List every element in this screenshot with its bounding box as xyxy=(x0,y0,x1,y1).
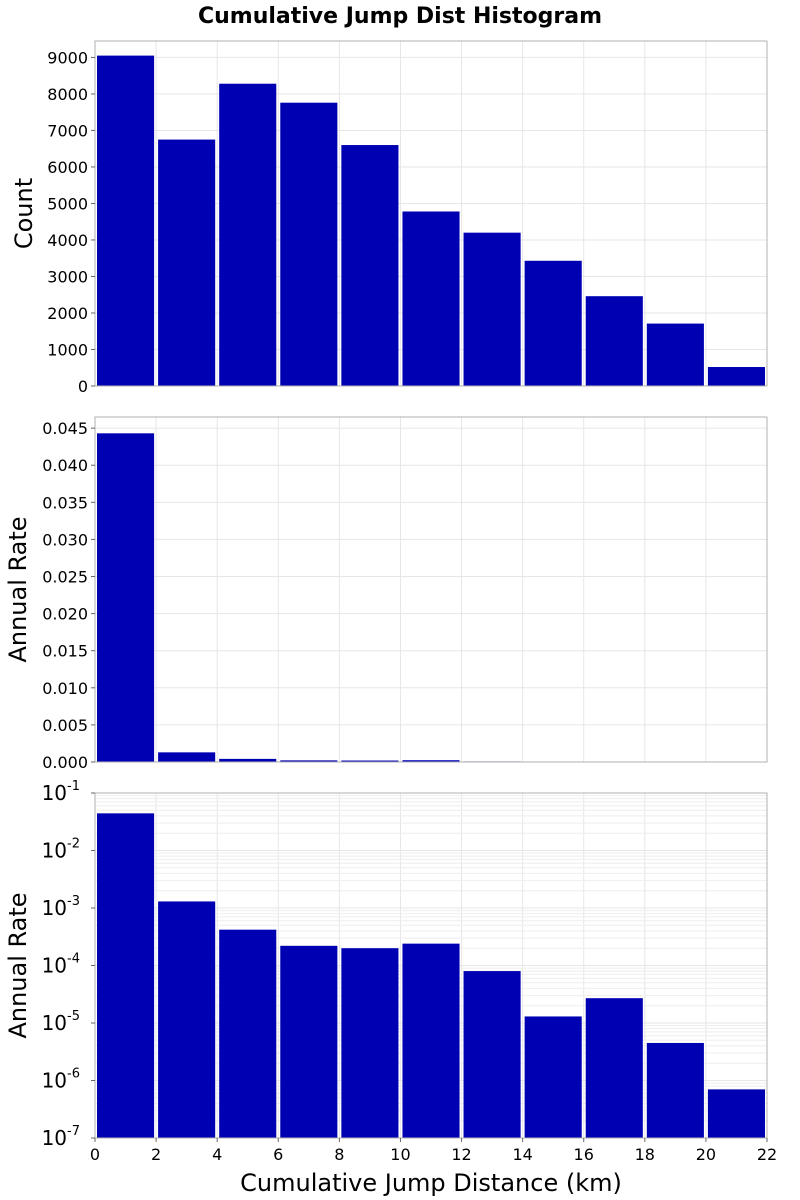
bar-7 xyxy=(463,971,521,1138)
bar-2 xyxy=(158,139,216,386)
bar-8 xyxy=(524,1016,582,1138)
x-tick-label: 20 xyxy=(696,1145,716,1164)
x-tick-label: 18 xyxy=(635,1145,655,1164)
y-tick-label: 0.030 xyxy=(42,530,88,549)
y-tick-label: 0.025 xyxy=(42,568,88,587)
y-tick-label: 10-3 xyxy=(42,894,80,920)
y-tick-label: 5000 xyxy=(47,194,88,213)
y-tick-label: 0.000 xyxy=(42,753,88,772)
plot-frame xyxy=(94,416,768,763)
bar-3 xyxy=(219,929,277,1138)
bar-10 xyxy=(646,1042,704,1138)
bar-1 xyxy=(97,55,155,386)
bar-6 xyxy=(402,760,460,762)
y-tick-label: 2000 xyxy=(47,304,88,323)
bar-2 xyxy=(158,752,216,762)
bar-7 xyxy=(463,232,521,386)
bar-5 xyxy=(341,760,399,762)
bar-3 xyxy=(219,83,277,386)
bar-10 xyxy=(646,323,704,386)
x-tick-label: 22 xyxy=(757,1145,777,1164)
bar-1 xyxy=(97,433,155,762)
y-tick-label: 0.015 xyxy=(42,642,88,661)
bar-9 xyxy=(585,998,643,1138)
bar-3 xyxy=(219,758,277,762)
bar-9 xyxy=(585,296,643,386)
y-tick-label: 0.020 xyxy=(42,605,88,624)
y-tick-label: 6000 xyxy=(47,158,88,177)
x-tick-label: 8 xyxy=(334,1145,344,1164)
x-tick-label: 16 xyxy=(574,1145,594,1164)
y-tick-label: 9000 xyxy=(47,48,88,67)
x-tick-label: 0 xyxy=(90,1145,100,1164)
y-tick-label: 8000 xyxy=(47,85,88,104)
y-axis-label: Annual Rate xyxy=(4,516,32,662)
bar-11 xyxy=(707,1089,765,1138)
panel-1: 0 1000 2000 3000 4000 5000 6000 7000 8000 9000 Cou… xyxy=(10,40,768,396)
bar-6 xyxy=(402,943,460,1138)
y-tick-label: 0.010 xyxy=(42,679,88,698)
y-tick-label: 4000 xyxy=(47,231,88,250)
x-tick-label: 2 xyxy=(151,1145,161,1164)
y-tick-label: 0.005 xyxy=(42,716,88,735)
y-axis-label: Annual Rate xyxy=(4,892,32,1038)
chart-title: Cumulative Jump Dist Histogram xyxy=(198,4,602,29)
x-axis-label: Cumulative Jump Distance (km) xyxy=(240,1169,622,1197)
bar-1 xyxy=(97,813,155,1138)
x-tick-label: 14 xyxy=(512,1145,532,1164)
y-tick-label: 0.035 xyxy=(42,493,88,512)
y-tick-label: 7000 xyxy=(47,121,88,140)
bar-5 xyxy=(341,948,399,1138)
y-tick-label: 10-4 xyxy=(42,952,80,978)
y-axis-label: Count xyxy=(10,178,38,249)
x-tick-label: 6 xyxy=(273,1145,283,1164)
bar-4 xyxy=(280,102,338,386)
bar-5 xyxy=(341,145,399,386)
bar-11 xyxy=(707,367,765,386)
panels-layer: 0 1000 2000 3000 4000 5000 6000 7000 8000 9000 Cou… xyxy=(4,40,777,1164)
bar-2 xyxy=(158,901,216,1138)
x-tick-label: 4 xyxy=(212,1145,222,1164)
y-tick-label: 0.045 xyxy=(42,419,88,438)
plot-frame xyxy=(94,40,768,387)
y-tick-label: 10-7 xyxy=(42,1124,80,1150)
x-tick-label: 10 xyxy=(390,1145,410,1164)
x-tick-label: 12 xyxy=(451,1145,471,1164)
y-tick-label: 1000 xyxy=(47,340,88,359)
y-tick-label: 10-2 xyxy=(42,837,80,863)
panel-2: 0.000 0.005 0.010 0.015 0.020 0.025 0.030 0.035… xyxy=(4,416,768,772)
bar-4 xyxy=(280,945,338,1138)
y-tick-label: 10-1 xyxy=(42,779,80,805)
panel-3: 10-7 10-6 10-5 10-4 10-3 10-2 10-1 Annual Rate 0… xyxy=(4,779,777,1164)
bar-8 xyxy=(524,260,582,386)
y-tick-label: 10-6 xyxy=(42,1067,80,1093)
bar-6 xyxy=(402,211,460,386)
y-tick-label: 0 xyxy=(78,377,88,396)
bar-4 xyxy=(280,760,338,762)
y-tick-label: 3000 xyxy=(47,267,88,286)
y-tick-label: 0.040 xyxy=(42,456,88,475)
y-tick-label: 10-5 xyxy=(42,1009,80,1035)
